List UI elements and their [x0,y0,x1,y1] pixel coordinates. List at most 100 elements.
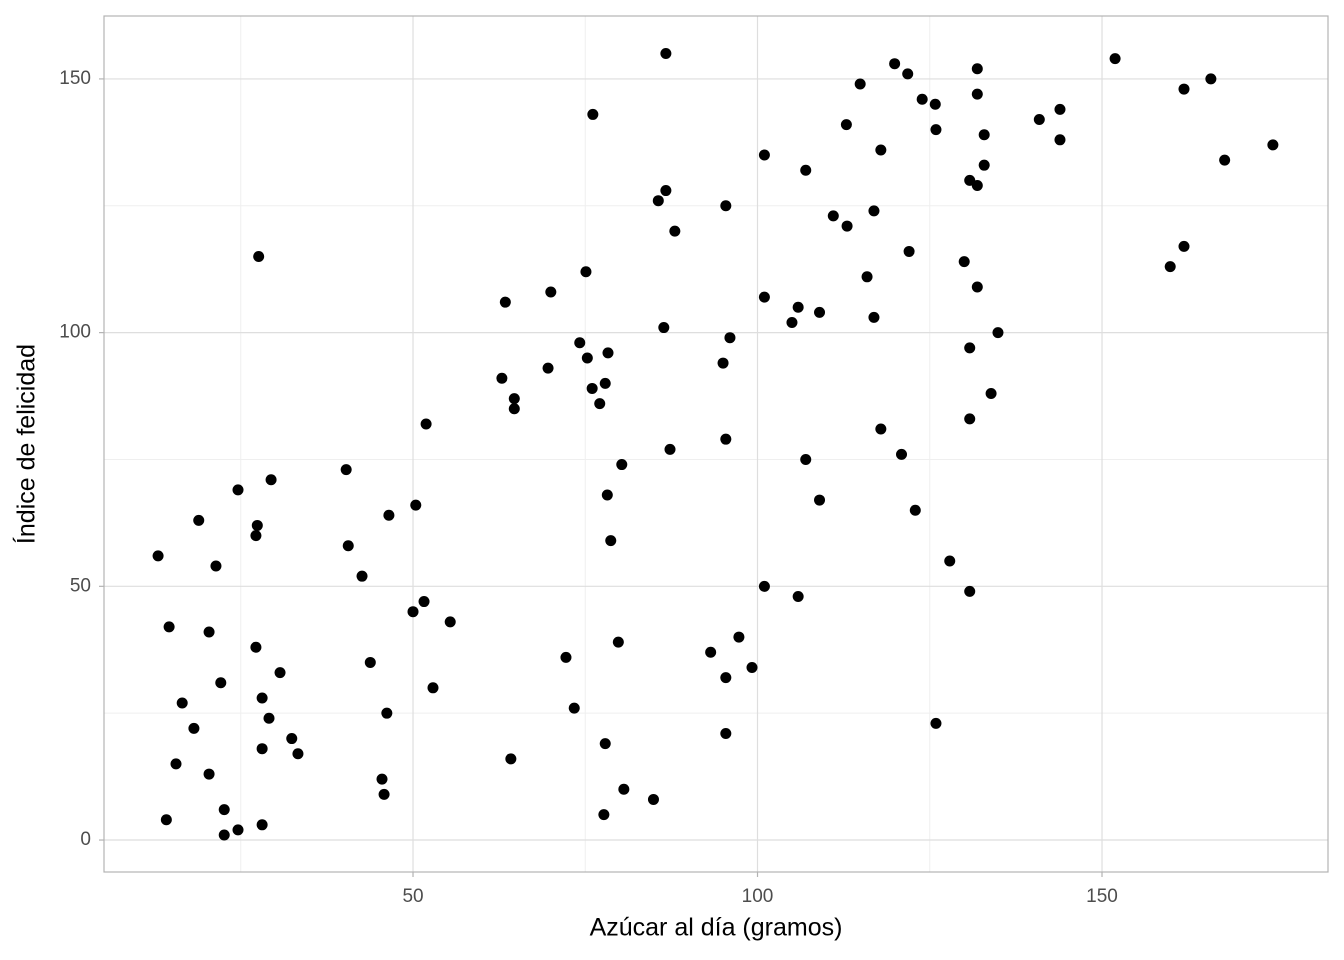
point [286,733,298,745]
point [215,677,227,689]
point [868,205,880,217]
point [218,804,230,816]
point [664,443,676,455]
point [909,504,921,516]
point [758,149,770,161]
point [660,48,672,60]
point [612,636,624,648]
y-axis-title: Índice de felicidad [12,344,41,544]
point [930,124,942,136]
point [407,606,419,618]
point [594,398,606,410]
point [581,352,593,364]
point [720,200,732,212]
point [587,108,599,120]
point [381,707,393,719]
point [758,580,770,592]
point [814,494,826,506]
point [717,357,729,369]
point [800,164,812,176]
point [720,727,732,739]
point [499,296,511,308]
point [944,555,956,567]
point [1178,83,1190,95]
y-tick-label: 0 [80,829,91,850]
point [930,717,942,729]
point [786,316,798,328]
point [669,225,681,237]
point [378,788,390,800]
point [1205,73,1217,85]
point [188,722,200,734]
point [568,702,580,714]
point [720,672,732,684]
point [444,616,456,628]
point [616,459,628,471]
point [889,58,901,70]
point [218,829,230,841]
point [964,585,976,597]
x-axis-title: Azúcar al día (gramos) [590,914,843,942]
point [340,464,352,476]
point [875,144,887,156]
point [599,738,611,750]
point [292,748,304,760]
panel-border [103,15,1329,873]
x-tick-label: 100 [742,886,774,907]
point [971,281,983,293]
point [903,245,915,257]
point [868,311,880,323]
point [840,119,852,131]
point [733,631,745,643]
point [964,342,976,354]
point [758,291,770,303]
point [814,306,826,318]
point [542,362,554,374]
point [256,692,268,704]
point [586,382,598,394]
point [724,332,736,344]
y-tick-label: 50 [70,575,91,596]
point [652,195,664,207]
point [827,210,839,222]
point [160,814,172,826]
point [170,758,182,770]
point [193,514,205,526]
point [964,413,976,425]
point [232,484,244,496]
point [574,337,586,349]
point [1033,114,1045,126]
point [580,266,592,278]
y-tick-label: 100 [59,322,91,343]
point [599,377,611,389]
point [854,78,866,90]
point [658,322,670,334]
point [601,489,613,501]
point [263,712,275,724]
point [508,403,520,415]
point [705,646,717,658]
point [800,453,812,465]
point [210,560,222,572]
point [152,550,164,562]
point [545,286,557,298]
point [496,372,508,384]
x-tick-label: 150 [1086,886,1118,907]
point [364,656,376,668]
point [992,327,1004,339]
point [1267,139,1279,151]
point [1178,240,1190,252]
point [971,179,983,191]
point [792,590,804,602]
point [605,535,617,547]
point [203,626,215,638]
point [720,433,732,445]
point [985,388,997,400]
point [746,662,758,674]
point [1054,103,1066,115]
point [916,93,928,105]
point [841,220,853,232]
point [660,185,672,197]
